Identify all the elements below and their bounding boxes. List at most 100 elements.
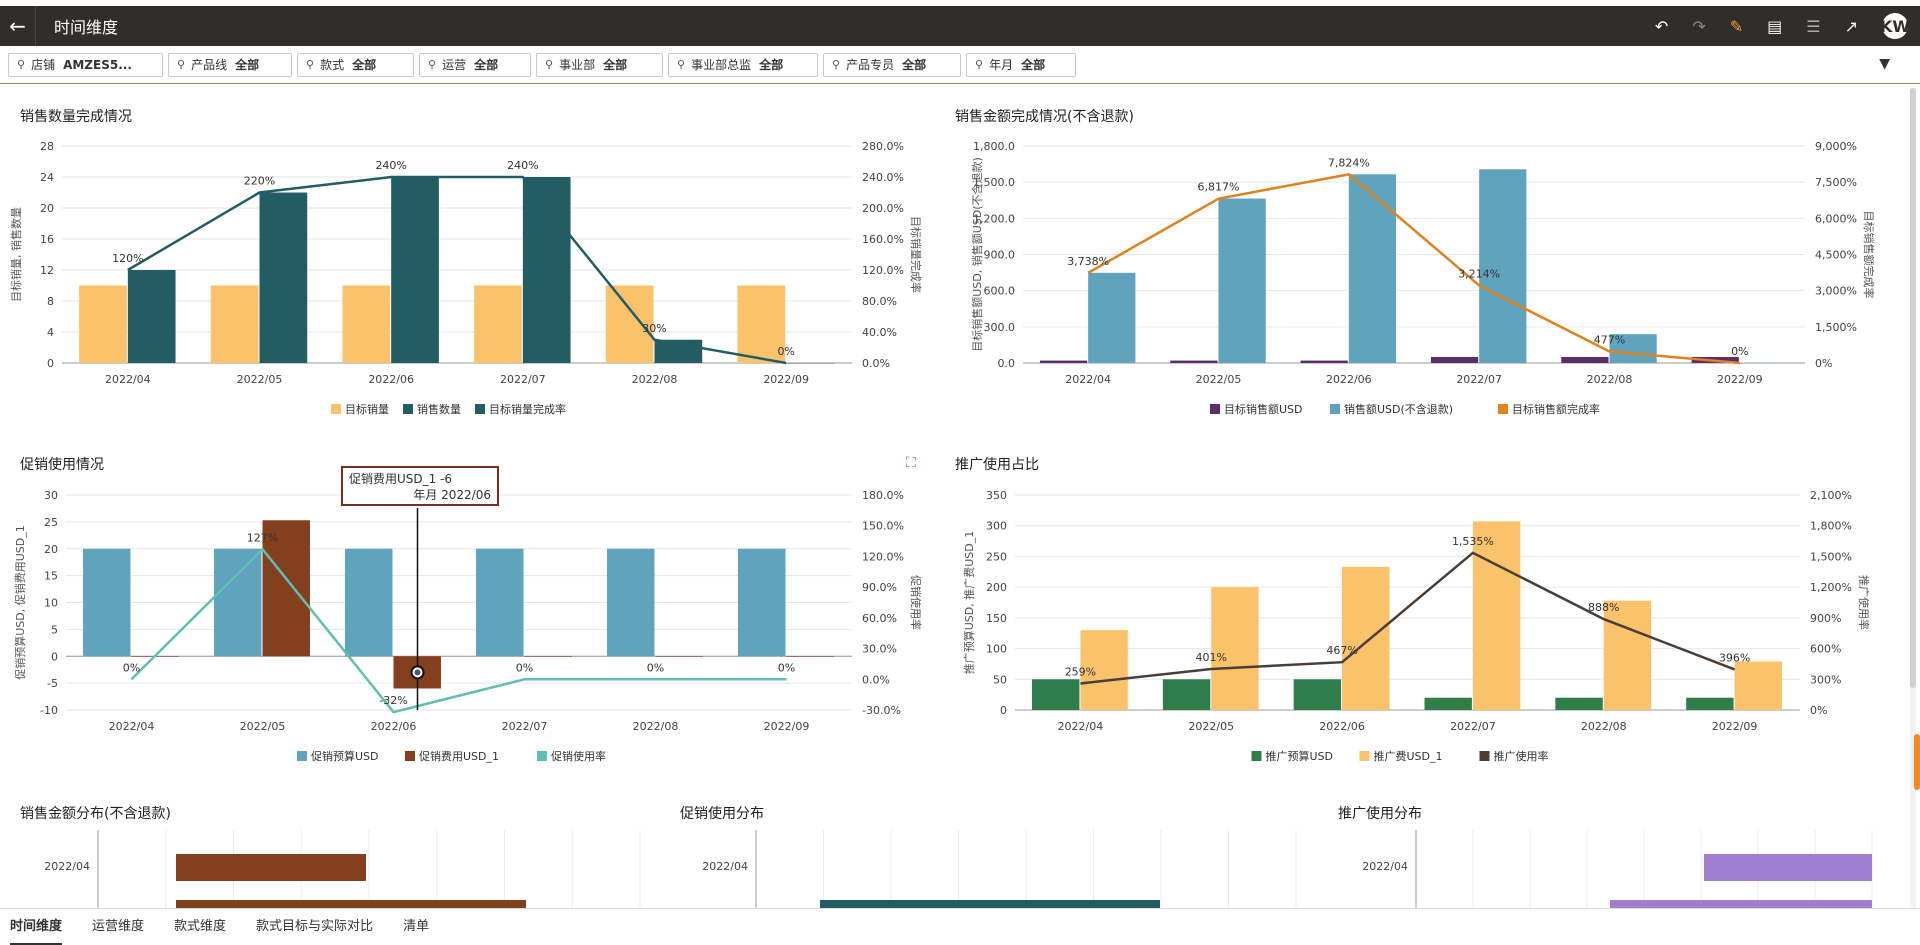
y-tick-label: 4 bbox=[47, 326, 54, 339]
filter-operations[interactable]: ⚲ 运营 全部 bbox=[419, 52, 531, 77]
y-axis-label: 目标销售额USD, 销售额USD(不含退款) bbox=[970, 157, 984, 352]
rate-line bbox=[1080, 551, 1736, 685]
x-tick-label: 2022/09 bbox=[763, 373, 809, 386]
filter-product-specialist[interactable]: ⚲ 产品专员 全部 bbox=[823, 52, 961, 77]
x-tick-label: 2022/08 bbox=[1581, 720, 1627, 733]
y-tick-label: 12 bbox=[40, 264, 54, 277]
filter-label: 店铺 bbox=[31, 58, 56, 72]
undo-icon[interactable]: ↶ bbox=[1654, 16, 1669, 36]
scroll-indicator[interactable] bbox=[1914, 734, 1920, 790]
chart-dist-ad[interactable]: 2022/04 bbox=[1320, 830, 1880, 910]
bar bbox=[786, 656, 834, 657]
y-tick-label: 350 bbox=[986, 489, 1007, 502]
tab-operations-dimension[interactable]: 运营维度 bbox=[92, 918, 145, 934]
bar bbox=[474, 285, 522, 363]
y2-tick-label: 3,000% bbox=[1815, 285, 1857, 298]
y2-tick-label: 0% bbox=[1815, 357, 1832, 370]
filter-year-month[interactable]: ⚲ 年月 全部 bbox=[966, 52, 1076, 77]
filter-funnel-icon[interactable]: ▼ bbox=[1879, 56, 1890, 72]
x-tick-label: 2022/05 bbox=[240, 720, 286, 733]
y2-tick-label: 9,000% bbox=[1815, 140, 1857, 153]
tab-style-target-vs-actual[interactable]: 款式目标与实际对比 bbox=[256, 918, 374, 934]
bar bbox=[1561, 356, 1609, 363]
y2-tick-label: -30.0% bbox=[862, 704, 901, 717]
bar bbox=[1424, 697, 1472, 710]
chart-title-dist-amt: 销售金额分布(不含退款) bbox=[20, 806, 171, 822]
bar bbox=[345, 548, 393, 657]
edit-icon[interactable]: ✎ bbox=[1729, 16, 1744, 36]
data-label: 477% bbox=[1594, 333, 1625, 346]
avatar[interactable]: KW bbox=[1880, 13, 1910, 39]
filter-value: 全部 bbox=[603, 58, 628, 72]
chart-qty[interactable]: 04812162024280.0%40.0%80.0%120.0%160.0%2… bbox=[0, 130, 940, 430]
legend-swatch bbox=[297, 751, 307, 761]
filter-value: 全部 bbox=[474, 58, 499, 72]
tab-list[interactable]: 清单 bbox=[403, 918, 430, 934]
tab-time-dimension[interactable]: 时间维度 bbox=[10, 909, 63, 945]
legend-label: 促销使用率 bbox=[551, 749, 606, 763]
tab-bar: 时间维度 运营维度 款式维度 款式目标与实际对比 清单 bbox=[0, 908, 1920, 945]
bar bbox=[476, 548, 524, 657]
data-label: -32% bbox=[379, 694, 407, 707]
bar bbox=[79, 285, 127, 363]
legend-label: 销售数量 bbox=[417, 402, 461, 416]
y-tick-label: 0 bbox=[1000, 704, 1007, 717]
redo-icon[interactable]: ↷ bbox=[1692, 16, 1706, 36]
legend-label: 目标销售额USD bbox=[1224, 402, 1303, 416]
filter-product-line[interactable]: ⚲ 产品线 全部 bbox=[168, 52, 292, 77]
legend-label: 目标销量完成率 bbox=[489, 402, 566, 416]
chart-ad[interactable]: 0 50 100 150 200 250 300 350 0% 300% 600% 900% 1,200… bbox=[935, 478, 1895, 778]
y-tick-label: 8 bbox=[47, 295, 54, 308]
y2-tick-label: 120.0% bbox=[862, 550, 904, 563]
chart-dist-promo[interactable]: 2022/04 bbox=[660, 830, 1320, 910]
tooltip-pointer-center bbox=[414, 669, 421, 676]
bar bbox=[127, 270, 176, 363]
data-icon[interactable]: ▤ bbox=[1767, 16, 1783, 36]
data-label: 3,214% bbox=[1458, 268, 1500, 281]
legend-swatch bbox=[403, 404, 413, 414]
y-tick-label: 1,200.0 bbox=[973, 212, 1015, 225]
y2-tick-label: 90.0% bbox=[862, 581, 897, 594]
x-tick-label: 2022/07 bbox=[502, 720, 548, 733]
scrollbar-thumb[interactable] bbox=[1910, 88, 1916, 688]
data-label: 3,738% bbox=[1067, 255, 1109, 268]
tab-style-dimension[interactable]: 款式维度 bbox=[174, 918, 227, 934]
filter-label: 运营 bbox=[442, 58, 467, 72]
x-tick-label: 2022/04 bbox=[109, 720, 155, 733]
filter-division-director[interactable]: ⚲ 事业部总监 全部 bbox=[668, 52, 818, 77]
x-tick-label: 2022/09 bbox=[764, 720, 810, 733]
filter-style[interactable]: ⚲ 款式 全部 bbox=[297, 52, 414, 77]
y2-tick-label: 1,500% bbox=[1815, 321, 1857, 334]
legend-swatch bbox=[1479, 751, 1490, 761]
back-arrow-icon[interactable]: ← bbox=[0, 6, 36, 46]
y-axis-label: 目标销量, 销售数量 bbox=[9, 207, 23, 302]
page-title: 时间维度 bbox=[54, 18, 119, 37]
filter-store[interactable]: ⚲ 店铺 AMZES5... bbox=[8, 52, 163, 77]
y2-tick-label: 40.0% bbox=[862, 326, 897, 339]
y-tick-label: -5 bbox=[47, 677, 58, 690]
x-tick-label: 2022/06 bbox=[1326, 373, 1372, 386]
comment-icon[interactable]: ☰ bbox=[1806, 16, 1821, 36]
y2-tick-label: 30.0% bbox=[862, 643, 897, 656]
y2-tick-label: 240.0% bbox=[862, 171, 904, 184]
data-label: 0% bbox=[647, 661, 664, 674]
x-tick-label: 2022/04 bbox=[105, 373, 151, 386]
top-bar: ← 时间维度 ↶ ↷ ✎ ▤ ☰ ↗ KW bbox=[0, 6, 1920, 46]
legend-swatch bbox=[1330, 404, 1340, 414]
pin-icon: ⚲ bbox=[975, 58, 984, 71]
y2-tick-label: 2,100% bbox=[1810, 489, 1852, 502]
export-icon[interactable]: ↗ bbox=[1844, 16, 1858, 36]
y2-tick-label: 900% bbox=[1810, 612, 1841, 625]
filter-division[interactable]: ⚲ 事业部 全部 bbox=[536, 52, 663, 77]
y-tick-label: 100 bbox=[986, 643, 1007, 656]
y-tick-label: 25 bbox=[44, 516, 58, 529]
chart-amt[interactable]: 0.0 300.0 600.0 900.0 1,200.0 1,500.0 1,800.0 0… bbox=[935, 130, 1895, 430]
chart-promo[interactable]: -10 -5 0 5 10 15 20 25 30 -30.0% 0.0% 30.0% 60.0% 90.… bbox=[0, 478, 940, 778]
pin-icon: ⚲ bbox=[677, 58, 686, 71]
bar bbox=[1609, 334, 1657, 363]
expand-icon[interactable]: ⛶ bbox=[906, 455, 916, 471]
legend-label: 促销费用USD_1 bbox=[419, 749, 499, 763]
chart-dist-amt[interactable]: 2022/04 bbox=[0, 830, 650, 910]
y2-axis-label: 推广使用率 bbox=[1857, 575, 1871, 630]
bar bbox=[1739, 363, 1788, 364]
